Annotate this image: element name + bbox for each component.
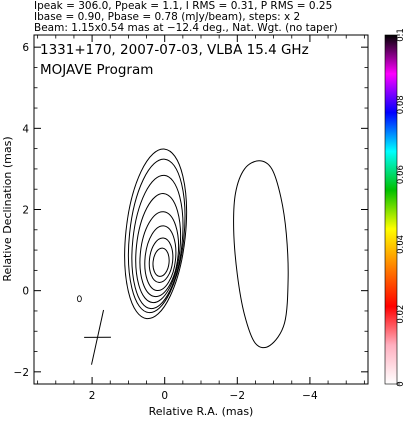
jet-contour <box>233 160 289 349</box>
colorbar-tick-label: 0.06 <box>396 165 406 184</box>
x-tick-label: 2 <box>89 390 96 402</box>
core-contour <box>135 193 182 304</box>
chart-subtitle: MOJAVE Program <box>40 62 153 78</box>
x-tick-label: 0 <box>161 390 168 402</box>
core-contour <box>144 225 177 292</box>
x-tick-label: −2 <box>230 390 245 402</box>
colorbar-tick-label: 0.08 <box>396 95 406 114</box>
core-contour <box>127 158 186 314</box>
plot-frame <box>33 34 369 385</box>
core-contour <box>131 174 184 310</box>
core-contour <box>152 247 170 277</box>
header-line-3: Beam: 1.15x0.54 mas at −12.4 deg., Nat. … <box>34 22 338 34</box>
y-tick-label: 6 <box>22 42 29 54</box>
core-contour <box>139 211 180 298</box>
colorbar-tick-label: 0.02 <box>396 305 406 324</box>
y-axis-label: Relative Declination (mas) <box>1 136 14 281</box>
y-tick-label: 2 <box>22 205 29 217</box>
small-contour <box>76 295 82 303</box>
colorbar-tick-label: 0.04 <box>396 235 406 254</box>
axis-ticks: 2 0 −2 −4 −2 0 2 4 6 <box>14 35 368 402</box>
colorbar <box>384 34 398 385</box>
colorbar-ticks: 0 0.02 0.04 0.06 0.08 0.1 <box>396 28 406 386</box>
y-tick-label: −2 <box>14 367 29 379</box>
y-tick-label: 4 <box>22 123 29 135</box>
colorbar-tick-label: 0 <box>396 381 406 386</box>
header-line-1: Ipeak = 306.0, Ppeak = 1.1, I RMS = 0.31… <box>34 0 332 12</box>
core-contour <box>124 148 188 320</box>
x-tick-label: −4 <box>302 390 318 402</box>
x-axis-label: Relative R.A. (mas) <box>149 405 254 418</box>
contour-layer <box>76 148 289 365</box>
colorbar-tick-label: 0.1 <box>396 28 406 42</box>
core-contour <box>148 237 174 283</box>
header-line-2: Ibase = 0.90, Pbase = 0.78 (mJy/beam), s… <box>34 11 300 23</box>
chart-title: 1331+170, 2007-07-03, VLBA 15.4 GHz <box>40 42 309 58</box>
y-tick-label: 0 <box>22 286 29 298</box>
